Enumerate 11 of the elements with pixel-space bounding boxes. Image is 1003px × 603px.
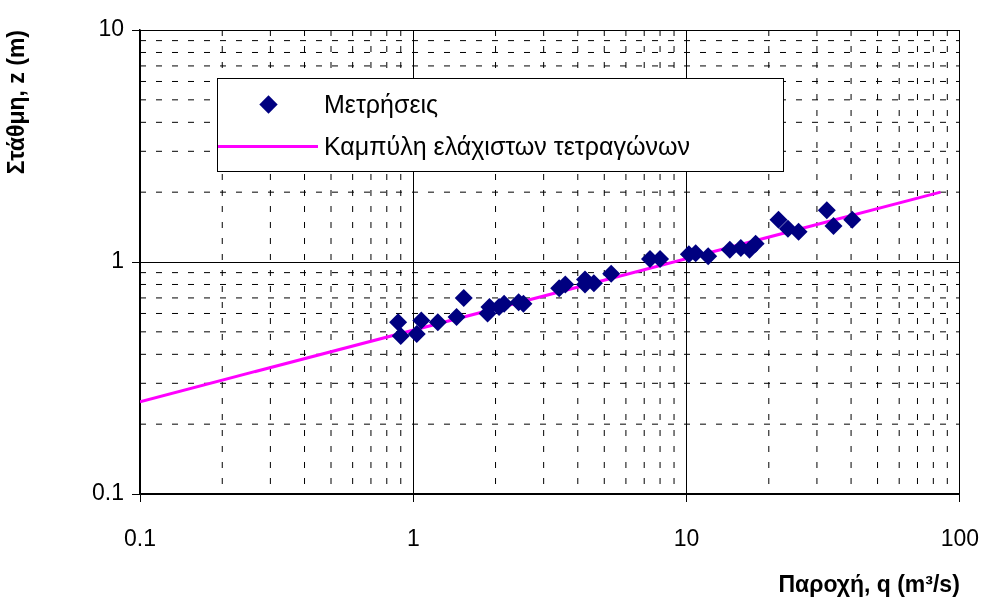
x-tick-label: 0.1 <box>124 525 156 552</box>
y-tick-label: 1 <box>111 247 124 274</box>
y-axis-title: Στάθμη, z (m) <box>3 30 30 175</box>
x-tick-label: 10 <box>673 525 700 552</box>
legend-label: Μετρήσεις <box>324 89 439 119</box>
x-tick-label: 1 <box>406 525 420 552</box>
x-axis-title: Παροχή, q (m³/s) <box>778 570 960 597</box>
y-tick-label: 10 <box>98 15 124 42</box>
legend-label: Καμπύλη ελάχιστων τετραγώνων <box>324 131 690 161</box>
x-tick-label: 100 <box>940 525 979 552</box>
y-tick-label: 0.1 <box>92 479 124 506</box>
